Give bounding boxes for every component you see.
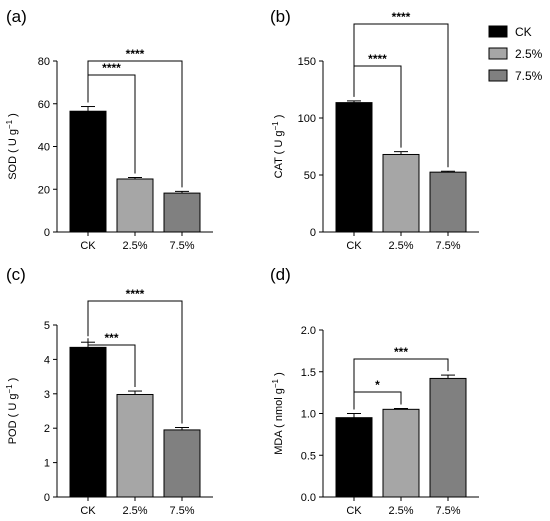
y-tick-label: 20 bbox=[38, 184, 50, 196]
x-tick-label: 7.5% bbox=[435, 505, 460, 517]
x-tick-label: 2.5% bbox=[122, 505, 147, 517]
significance-label: **** bbox=[392, 10, 411, 24]
bar-7.5% bbox=[163, 192, 201, 233]
bar-CK bbox=[335, 417, 373, 498]
y-tick-label: 2 bbox=[44, 423, 50, 435]
y-tick-label: 40 bbox=[38, 142, 50, 154]
chart-panel-1: (a) 0 20 40 60 80 SOD ( U g−1 ) CK 2.5% 7.5% **** *… bbox=[5, 7, 213, 252]
x-tick-label: 7.5% bbox=[435, 240, 460, 252]
x-tick-label: 7.5% bbox=[169, 240, 194, 252]
legend-label: 2.5% bbox=[515, 47, 543, 61]
bar-2.5% bbox=[382, 408, 420, 498]
significance-bracket bbox=[353, 391, 402, 410]
significance-label: **** bbox=[126, 47, 145, 61]
y-tick-label: 2.0 bbox=[301, 325, 316, 337]
significance-label: *** bbox=[104, 331, 118, 345]
y-tick-label: 1 bbox=[44, 458, 50, 470]
x-tick-label: 2.5% bbox=[388, 505, 413, 517]
significance-bracket bbox=[87, 300, 183, 424]
x-tick-label: CK bbox=[80, 240, 96, 252]
significance-bracket bbox=[353, 358, 449, 408]
bar-2.5% bbox=[116, 393, 154, 498]
panel-label: (b) bbox=[270, 7, 291, 26]
y-tick-label: 50 bbox=[304, 170, 316, 182]
legend-swatch bbox=[488, 25, 508, 38]
bar-2.5% bbox=[116, 178, 154, 233]
y-tick-label: 0.0 bbox=[301, 492, 316, 504]
y-tick-label: 0.5 bbox=[301, 450, 316, 462]
x-tick-label: 7.5% bbox=[169, 505, 194, 517]
chart-panel-2: (b) 0 50 100 150 CAT ( U g−1 ) CK 2.5% 7.5% **** *… bbox=[270, 7, 479, 252]
y-tick-label: 0 bbox=[44, 492, 50, 504]
chart-panel-4: (d) 0.0 0.5 1.0 1.5 2.0 MDA ( nmol g−1 ) CK 2.5%… bbox=[270, 265, 479, 517]
y-tick-label: 80 bbox=[38, 56, 50, 68]
legend-label: CK bbox=[515, 25, 532, 39]
y-tick-label: 5 bbox=[44, 320, 50, 332]
significance-bracket bbox=[87, 338, 136, 388]
x-tick-label: 2.5% bbox=[122, 240, 147, 252]
x-tick-label: CK bbox=[346, 505, 362, 517]
y-tick-label: 150 bbox=[298, 56, 316, 68]
significance-bracket bbox=[87, 60, 183, 188]
legend-swatch bbox=[488, 47, 508, 60]
bar-CK bbox=[69, 110, 107, 233]
legend-swatch bbox=[488, 69, 508, 82]
x-tick-label: CK bbox=[346, 240, 362, 252]
significance-label: **** bbox=[368, 52, 387, 66]
y-axis-label: SOD ( U g−1 ) bbox=[5, 113, 19, 180]
significance-label: *** bbox=[394, 345, 408, 359]
y-tick-label: 0 bbox=[44, 227, 50, 239]
bar-7.5% bbox=[429, 171, 467, 233]
bar-2.5% bbox=[382, 153, 420, 233]
y-tick-label: 0 bbox=[310, 227, 316, 239]
panel-label: (c) bbox=[6, 265, 26, 284]
significance-label: **** bbox=[126, 287, 145, 301]
bar-CK bbox=[335, 102, 373, 233]
significance-bracket bbox=[353, 23, 449, 168]
significance-label: * bbox=[375, 378, 380, 392]
y-tick-label: 100 bbox=[298, 113, 316, 125]
y-tick-label: 60 bbox=[38, 99, 50, 111]
bar-7.5% bbox=[163, 429, 201, 498]
bar-CK bbox=[69, 346, 107, 498]
y-tick-label: 3 bbox=[44, 389, 50, 401]
y-axis-label: MDA ( nmol g−1 ) bbox=[271, 372, 285, 455]
bar-7.5% bbox=[429, 377, 467, 498]
y-tick-label: 1.5 bbox=[301, 367, 316, 379]
x-tick-label: CK bbox=[80, 505, 96, 517]
panel-label: (d) bbox=[270, 265, 291, 284]
x-tick-label: 2.5% bbox=[388, 240, 413, 252]
panel-label: (a) bbox=[6, 7, 27, 26]
y-tick-label: 4 bbox=[44, 354, 50, 366]
legend-label: 7.5% bbox=[515, 69, 543, 83]
y-tick-label: 1.0 bbox=[301, 409, 316, 421]
y-axis-label: CAT ( U g−1 ) bbox=[271, 115, 285, 179]
legend: CK 2.5% 7.5% bbox=[488, 25, 543, 83]
significance-label: **** bbox=[102, 61, 121, 75]
y-axis-label: POD ( U g−1 ) bbox=[5, 378, 19, 445]
